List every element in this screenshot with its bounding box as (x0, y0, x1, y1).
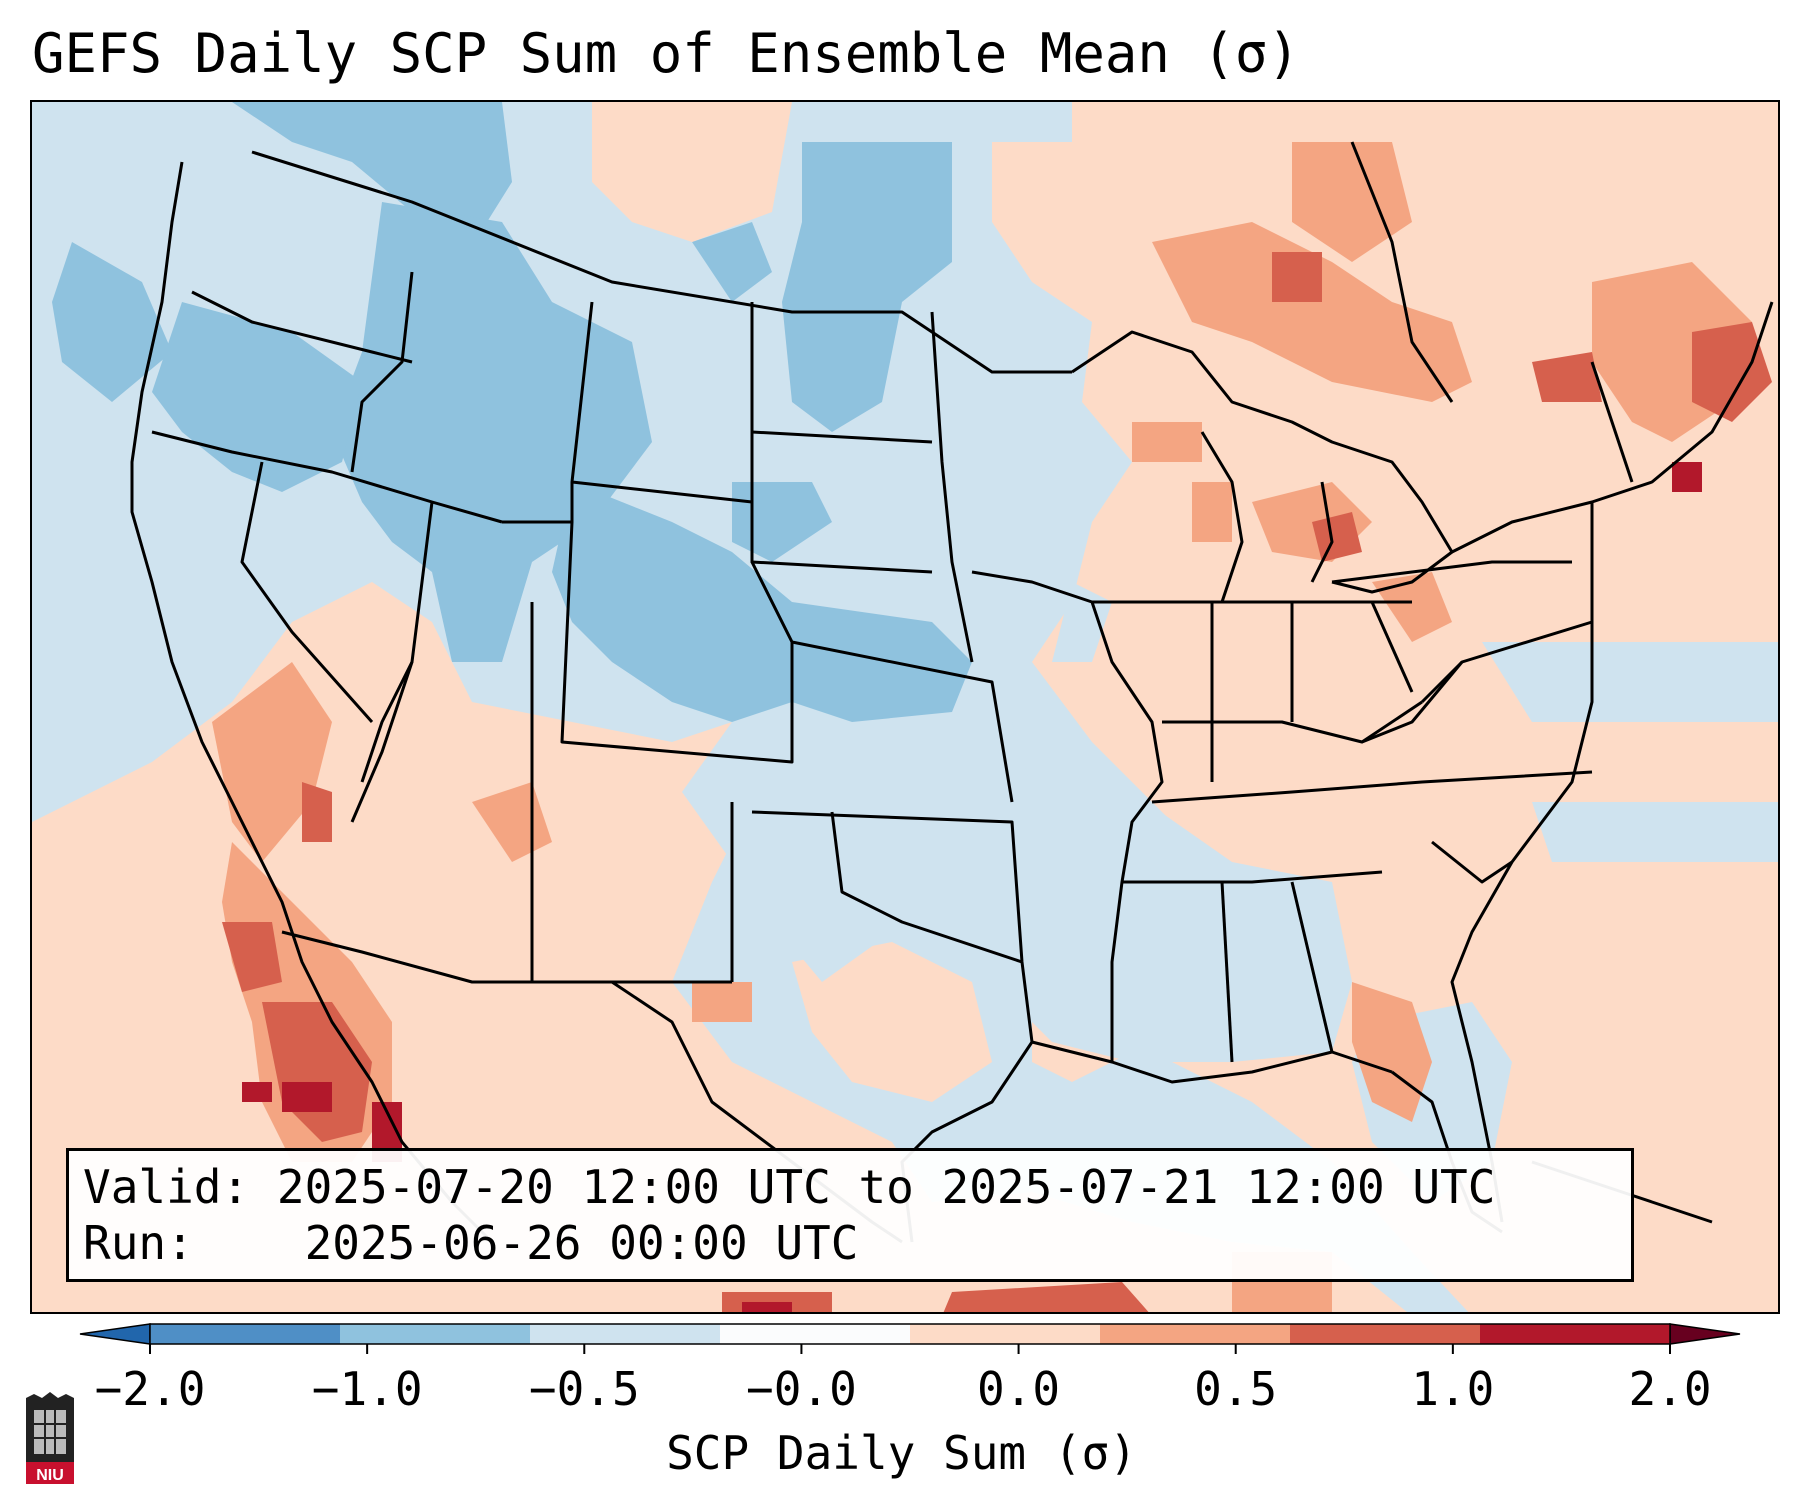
colorbar-segment (1480, 1324, 1670, 1344)
colorbar-tick-label: −1.0 (311, 1362, 423, 1416)
colorbar-ticks (149, 1344, 1671, 1354)
validity-info-box: Valid: 2025-07-20 12:00 UTC to 2025-07-2… (66, 1148, 1634, 1282)
colorbar-segment (910, 1324, 1100, 1344)
colorbar-tick-label: −2.0 (94, 1362, 206, 1416)
niu-logo-icon: NIU (26, 1392, 74, 1484)
colorbar-extend-high (1669, 1323, 1741, 1345)
colorbar-tick-label: 0.0 (977, 1362, 1061, 1416)
run-row: Run: 2025-06-26 00:00 UTC (83, 1215, 1631, 1271)
valid-label: Valid: (83, 1160, 250, 1214)
colorbar-segments (79, 1323, 1741, 1345)
run-label: Run: (83, 1216, 194, 1270)
colorbar-segment (1100, 1324, 1290, 1344)
colorbar-tick-label: −0.5 (528, 1362, 640, 1416)
colorbar-tick-label: 2.0 (1628, 1362, 1712, 1416)
chart-title: GEFS Daily SCP Sum of Ensemble Mean (σ) (32, 22, 1300, 85)
colorbar-label: SCP Daily Sum (σ) (666, 1426, 1137, 1480)
colorbar-tick-label: 1.0 (1411, 1362, 1495, 1416)
colorbar-tick-label: −0.0 (746, 1362, 857, 1416)
colorbar-segment (530, 1324, 720, 1344)
colorbar-outline (149, 1323, 1671, 1345)
map-panel (30, 100, 1780, 1314)
colorbar-segment (340, 1324, 530, 1344)
valid-value: 2025-07-20 12:00 UTC to 2025-07-21 12:00… (276, 1160, 1496, 1214)
logo-text: NIU (36, 1467, 64, 1484)
colorbar (79, 1323, 1741, 1354)
colorbar-segment (1290, 1324, 1480, 1344)
colorbar-segment (720, 1324, 910, 1344)
valid-row: Valid: 2025-07-20 12:00 UTC to 2025-07-2… (83, 1159, 1631, 1215)
colorbar-tick-label: 0.5 (1194, 1362, 1278, 1416)
negative-anomaly-regions (52, 102, 1692, 792)
extreme-positive-regions (242, 462, 1702, 1312)
run-value: 2025-06-26 00:00 UTC (304, 1216, 859, 1270)
scp-map (32, 102, 1778, 1312)
colorbar-segment (150, 1324, 340, 1344)
colorbar-extend-low (79, 1323, 151, 1345)
